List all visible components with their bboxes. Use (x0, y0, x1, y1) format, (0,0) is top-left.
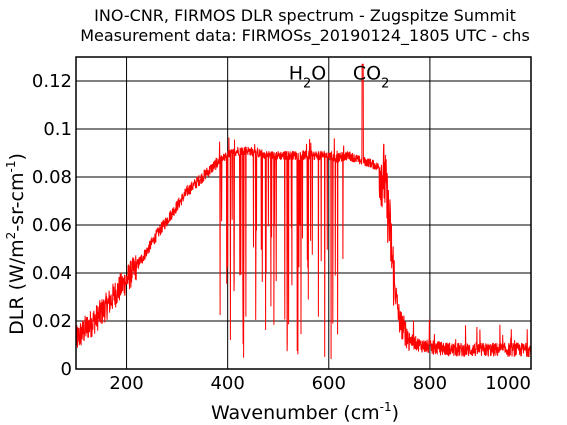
x-axis-label: Wavenumber (cm-1) (211, 400, 399, 424)
x-axis-label-sup: -1 (380, 400, 392, 414)
annotation-base: H (289, 62, 303, 84)
annotation-sub: 2 (303, 76, 311, 91)
y-tick-label: 0 (61, 359, 72, 380)
y-tick-label: 0.12 (32, 71, 72, 92)
annotations: H2O CO2 (289, 62, 390, 91)
chart-title-line2: Measurement data: FIRMOSs_20190124_1805 … (80, 26, 530, 46)
x-tick-label: 600 (312, 373, 346, 394)
y-axis-ticks: 0 0.02 0.04 0.06 0.08 0.1 0.12 (32, 71, 72, 380)
annotation-tail: O (311, 62, 326, 84)
y-axis-label-end: ) (6, 153, 28, 160)
annotation-label: CO2 (353, 62, 390, 91)
y-axis-label-mid: -sr-cm (6, 173, 28, 232)
x-axis-label-end: ) (392, 402, 399, 424)
plot-frame (75, 56, 532, 370)
y-axis-label-sup2: -1 (4, 161, 18, 173)
x-tick-label: 200 (109, 373, 143, 394)
y-axis-label-pre: DLR (W/m (6, 239, 28, 335)
annotation-label: H2O (289, 62, 327, 91)
x-axis-ticks: 200 400 600 800 1000 (109, 373, 531, 394)
y-tick-label: 0.08 (32, 167, 72, 188)
chart-title-line1: INO-CNR, FIRMOS DLR spectrum - Zugspitze… (94, 6, 516, 25)
y-tick-label: 0.04 (32, 263, 72, 284)
y-tick-label: 0.06 (32, 215, 72, 236)
y-tick-label: 0.1 (43, 119, 72, 140)
x-tick-label: 800 (413, 373, 447, 394)
x-axis-label-main: Wavenumber (cm (211, 402, 380, 424)
y-axis-label: DLR (W/m2-sr-cm-1) (4, 153, 28, 335)
series-layer (75, 63, 532, 360)
y-axis-label-sup1: 2 (4, 232, 18, 240)
y-tick-label: 0.02 (32, 311, 72, 332)
dlr-series-line (75, 63, 532, 360)
x-tick-label: 1000 (485, 373, 531, 394)
annotation-sub: 2 (381, 76, 389, 91)
x-tick-label: 400 (210, 373, 244, 394)
annotation-base: CO (353, 62, 381, 84)
